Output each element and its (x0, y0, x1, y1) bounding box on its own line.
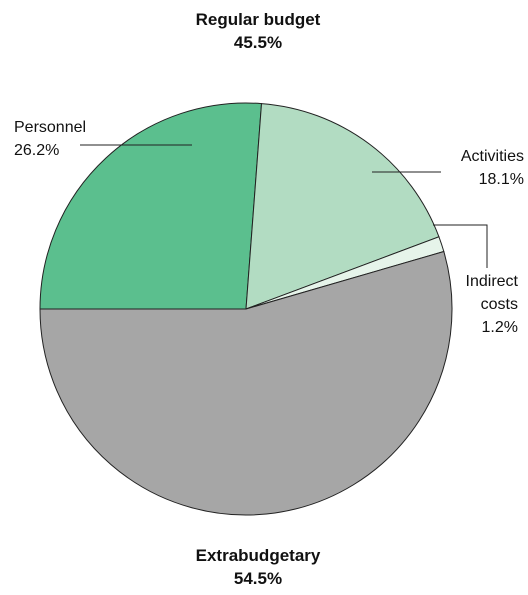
slice (245, 103, 440, 310)
slice-label: Indirect costs (465, 273, 518, 313)
group-value: 45.5% (233, 33, 283, 52)
slice-label-group: Personnel 26.2% (14, 116, 86, 162)
leader-line (433, 224, 488, 268)
slice-label: Activities (460, 148, 524, 165)
value-label: 18.1% (478, 171, 524, 188)
slice-label-group: Activities 18.1% (461, 145, 524, 191)
group-label: Regular budget 45.5% (108, 8, 408, 54)
slice (39, 250, 453, 516)
group-name: Regular budget (195, 10, 321, 29)
group-label: Extrabudgetary 54.5% (108, 544, 408, 590)
slice-label: Extrabudgetary (195, 546, 321, 565)
value-label: 1.2% (481, 319, 518, 336)
slice-label: Personnel (14, 119, 87, 136)
value-label: 26.2% (14, 142, 60, 159)
value-label: 54.5% (233, 569, 283, 588)
slice-label-group: Indirect costs 1.2% (452, 270, 518, 339)
slice (39, 102, 263, 310)
